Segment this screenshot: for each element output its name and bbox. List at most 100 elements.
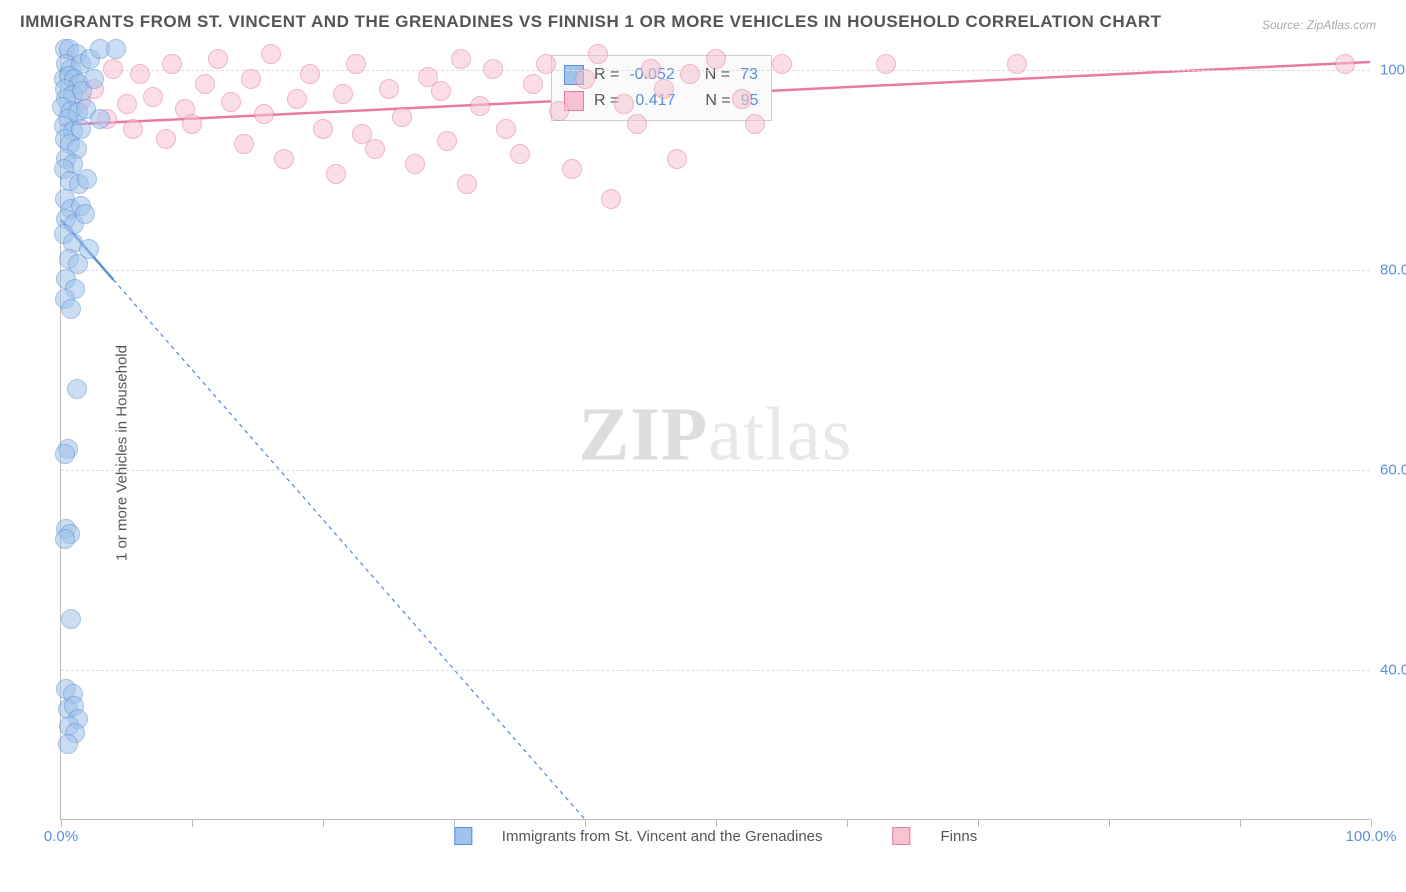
data-point xyxy=(117,94,137,114)
x-tick xyxy=(1109,819,1110,827)
data-point xyxy=(575,69,595,89)
data-point xyxy=(241,69,261,89)
y-tick-label: 60.0% xyxy=(1380,462,1406,479)
data-point xyxy=(549,101,569,121)
data-point xyxy=(627,114,647,134)
data-point xyxy=(90,109,110,129)
data-point xyxy=(156,129,176,149)
data-point xyxy=(333,84,353,104)
data-point xyxy=(588,44,608,64)
data-point xyxy=(379,79,399,99)
data-point xyxy=(67,379,87,399)
data-point xyxy=(61,609,81,629)
chart-container: 1 or more Vehicles in Household ZIPatlas… xyxy=(48,50,1388,855)
data-point xyxy=(55,529,75,549)
data-point xyxy=(77,169,97,189)
data-point xyxy=(667,149,687,169)
data-point xyxy=(496,119,516,139)
data-point xyxy=(1007,54,1027,74)
x-tick xyxy=(454,819,455,827)
data-point xyxy=(254,104,274,124)
data-point xyxy=(103,59,123,79)
data-point xyxy=(405,154,425,174)
data-point xyxy=(876,54,896,74)
gridline-h xyxy=(61,470,1370,471)
data-point xyxy=(182,114,202,134)
data-point xyxy=(75,204,95,224)
y-tick-label: 80.0% xyxy=(1380,262,1406,279)
data-point xyxy=(772,54,792,74)
data-point xyxy=(106,39,126,59)
data-point xyxy=(287,89,307,109)
y-tick-label: 100.0% xyxy=(1380,62,1406,79)
data-point xyxy=(1335,54,1355,74)
data-point xyxy=(195,74,215,94)
x-tick xyxy=(192,819,193,827)
data-point xyxy=(313,119,333,139)
watermark: ZIPatlas xyxy=(579,391,853,478)
data-point xyxy=(601,189,621,209)
data-point xyxy=(510,144,530,164)
data-point xyxy=(431,81,451,101)
data-point xyxy=(732,89,752,109)
data-point xyxy=(162,54,182,74)
blue-swatch-icon xyxy=(454,827,472,845)
bottom-legend: Immigrants from St. Vincent and the Gren… xyxy=(454,827,977,845)
plot-area: ZIPatlas R = -0.052 N = 73 R = 0.417 N =… xyxy=(60,50,1370,820)
data-point xyxy=(274,149,294,169)
data-point xyxy=(234,134,254,154)
chart-title: IMMIGRANTS FROM ST. VINCENT AND THE GREN… xyxy=(20,12,1162,32)
source-label: Source: ZipAtlas.com xyxy=(1262,18,1376,32)
data-point xyxy=(483,59,503,79)
data-point xyxy=(61,299,81,319)
data-point xyxy=(79,239,99,259)
data-point xyxy=(680,64,700,84)
data-point xyxy=(641,59,661,79)
data-point xyxy=(654,79,674,99)
data-point xyxy=(326,164,346,184)
data-point xyxy=(470,96,490,116)
pink-swatch-icon xyxy=(893,827,911,845)
data-point xyxy=(123,119,143,139)
x-tick xyxy=(978,819,979,827)
data-point xyxy=(365,139,385,159)
data-point xyxy=(614,94,634,114)
gridline-h xyxy=(61,270,1370,271)
r-label: R = xyxy=(594,66,619,84)
data-point xyxy=(392,107,412,127)
data-point xyxy=(143,87,163,107)
watermark-zip: ZIP xyxy=(579,392,709,476)
x-tick-label: 100.0% xyxy=(1346,828,1397,845)
x-tick xyxy=(847,819,848,827)
data-point xyxy=(55,444,75,464)
data-point xyxy=(84,69,104,89)
x-tick xyxy=(585,819,586,827)
data-point xyxy=(58,734,78,754)
data-point xyxy=(346,54,366,74)
data-point xyxy=(437,131,457,151)
y-tick-label: 40.0% xyxy=(1380,662,1406,679)
n-value-blue: 73 xyxy=(740,66,758,84)
x-tick-label: 0.0% xyxy=(44,828,78,845)
data-point xyxy=(523,74,543,94)
data-point xyxy=(745,114,765,134)
data-point xyxy=(300,64,320,84)
data-point xyxy=(457,174,477,194)
x-tick xyxy=(716,819,717,827)
series2-label: Finns xyxy=(941,828,978,845)
gridline-h xyxy=(61,670,1370,671)
x-tick xyxy=(323,819,324,827)
series1-label: Immigrants from St. Vincent and the Gren… xyxy=(502,828,823,845)
data-point xyxy=(130,64,150,84)
data-point xyxy=(536,54,556,74)
trend-lines xyxy=(61,50,1370,819)
data-point xyxy=(208,49,228,69)
data-point xyxy=(261,44,281,64)
data-point xyxy=(706,49,726,69)
x-tick xyxy=(1240,819,1241,827)
data-point xyxy=(451,49,471,69)
data-point xyxy=(221,92,241,112)
x-tick xyxy=(61,819,62,827)
x-tick xyxy=(1371,819,1372,827)
n-label-pink: N = xyxy=(705,92,730,110)
